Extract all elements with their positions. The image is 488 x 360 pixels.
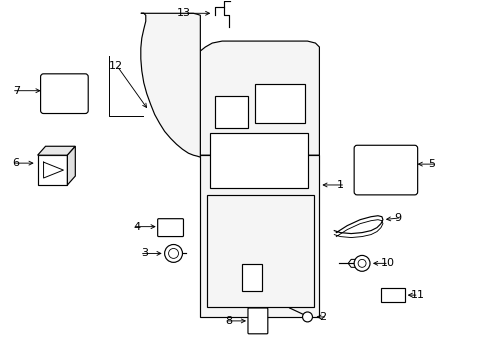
Text: 7: 7 xyxy=(13,86,20,96)
Text: 5: 5 xyxy=(427,159,435,169)
Circle shape xyxy=(353,255,369,271)
Text: 1: 1 xyxy=(337,180,344,190)
Text: 11: 11 xyxy=(410,290,424,300)
FancyBboxPatch shape xyxy=(41,74,88,113)
Polygon shape xyxy=(141,13,200,157)
Polygon shape xyxy=(215,96,247,129)
Polygon shape xyxy=(380,288,404,302)
Polygon shape xyxy=(38,146,75,155)
Polygon shape xyxy=(254,84,304,123)
Polygon shape xyxy=(200,155,319,317)
Text: 2: 2 xyxy=(319,312,326,322)
Text: 12: 12 xyxy=(109,61,123,71)
FancyBboxPatch shape xyxy=(157,219,183,237)
Text: 3: 3 xyxy=(141,248,147,258)
Text: 8: 8 xyxy=(224,316,232,326)
Circle shape xyxy=(357,260,366,267)
Polygon shape xyxy=(200,41,319,155)
Circle shape xyxy=(302,312,312,322)
FancyBboxPatch shape xyxy=(247,308,267,334)
Text: 6: 6 xyxy=(13,158,20,168)
Polygon shape xyxy=(67,146,75,185)
Circle shape xyxy=(164,244,182,262)
Text: 4: 4 xyxy=(133,222,141,231)
Text: 9: 9 xyxy=(393,213,400,223)
Text: 13: 13 xyxy=(176,8,190,18)
Circle shape xyxy=(168,248,178,258)
Polygon shape xyxy=(242,264,262,291)
Text: 10: 10 xyxy=(380,258,394,268)
Polygon shape xyxy=(210,133,307,188)
Polygon shape xyxy=(38,155,67,185)
Polygon shape xyxy=(347,260,356,267)
FancyBboxPatch shape xyxy=(353,145,417,195)
